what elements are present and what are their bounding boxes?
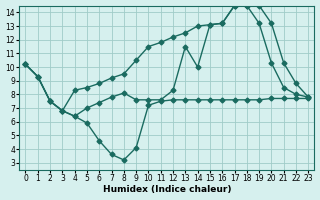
X-axis label: Humidex (Indice chaleur): Humidex (Indice chaleur) [103,185,231,194]
